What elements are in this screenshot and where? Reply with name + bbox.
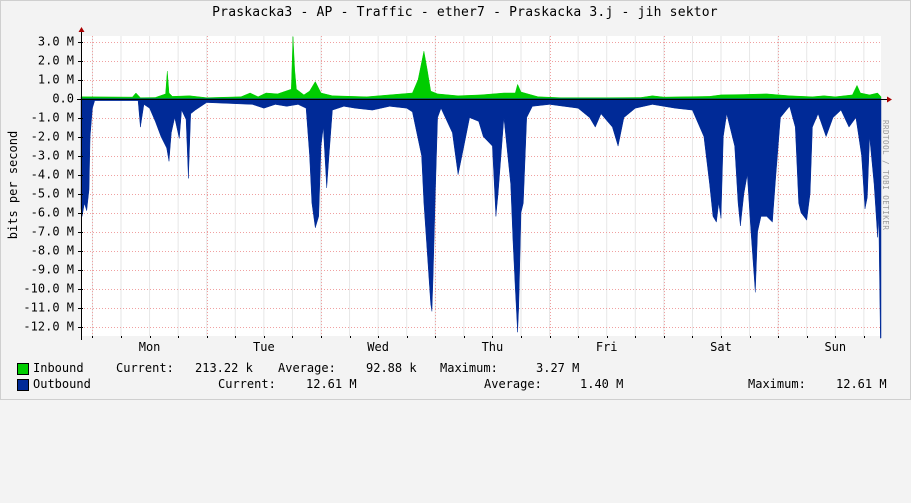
y-tick-label: 3.0 M	[38, 35, 74, 49]
axes	[77, 27, 892, 340]
inbound-maximum-label: Maximum:	[440, 361, 498, 375]
series-areas	[80, 36, 882, 339]
inbound-average-label: Average:	[278, 361, 336, 375]
inbound-average-value: 92.88 k	[366, 361, 417, 375]
y-tick-label: -11.0 M	[23, 301, 74, 315]
y-tick-label: -2.0 M	[31, 130, 74, 144]
outbound-name: Outbound	[33, 377, 91, 391]
series-area-outbound	[80, 98, 882, 339]
inbound-maximum-value: 3.27 M	[536, 361, 580, 375]
y-axis-arrow	[78, 27, 85, 32]
plot-area	[81, 36, 881, 336]
y-tick-label: -7.0 M	[31, 225, 74, 239]
outbound-maximum-value: 12.61 M	[836, 377, 887, 391]
x-tick-label: Tue	[253, 340, 275, 354]
y-tick-label: -6.0 M	[31, 206, 74, 220]
y-tick-label: -12.0 M	[23, 320, 74, 334]
y-tick-label: -5.0 M	[31, 187, 74, 201]
y-tick-label: -1.0 M	[31, 111, 74, 125]
y-tick-label: -10.0 M	[23, 282, 74, 296]
series-area-inbound	[80, 36, 882, 99]
inbound-current-label: Current:	[116, 361, 174, 375]
inbound-name: Inbound	[33, 361, 84, 375]
y-tick-label: -8.0 M	[31, 244, 74, 258]
x-axis-arrow	[887, 96, 892, 103]
outbound-maximum-label: Maximum:	[748, 377, 806, 391]
outbound-swatch	[17, 379, 29, 391]
outbound-average-label: Average:	[484, 377, 542, 391]
outbound-current-label: Current:	[218, 377, 276, 391]
y-tick-label: -4.0 M	[31, 168, 74, 182]
x-tick-label: Sat	[710, 340, 732, 354]
x-tick-labels: Mon Tue Wed Thu Fri Sat Sun	[139, 340, 846, 354]
inbound-swatch	[17, 363, 29, 375]
x-tick-label: Mon	[139, 340, 161, 354]
x-tick-label: Sun	[824, 340, 846, 354]
chart-title: Praskacka3 - AP - Traffic - ether7 - Pra…	[212, 5, 718, 20]
outbound-current-value: 12.61 M	[306, 377, 357, 391]
x-tick-label: Wed	[367, 340, 389, 354]
y-tick-label: -3.0 M	[31, 149, 74, 163]
legend-inbound: Inbound Current: 213.22 k Average: 92.88…	[0, 361, 911, 377]
legend-outbound: Outbound Current: 12.61 M Average: 1.40 …	[0, 377, 911, 393]
x-tick-label: Fri	[596, 340, 618, 354]
y-tick-label: 0.0	[52, 92, 74, 106]
x-tick-label: Thu	[482, 340, 504, 354]
y-tick-labels: 3.0 M 2.0 M 1.0 M 0.0 -1.0 M -2.0 M -3.0 M -4.0…	[23, 35, 74, 334]
traffic-chart: 3.0 M 2.0 M 1.0 M 0.0 -1.0 M -2.0 M -3.0 M -4.0…	[23, 27, 892, 354]
inbound-current-value: 213.22 k	[195, 361, 253, 375]
y-tick-label: 1.0 M	[38, 73, 74, 87]
y-tick-label: -9.0 M	[31, 263, 74, 277]
y-tick-label: 2.0 M	[38, 54, 74, 68]
outbound-average-value: 1.40 M	[580, 377, 624, 391]
